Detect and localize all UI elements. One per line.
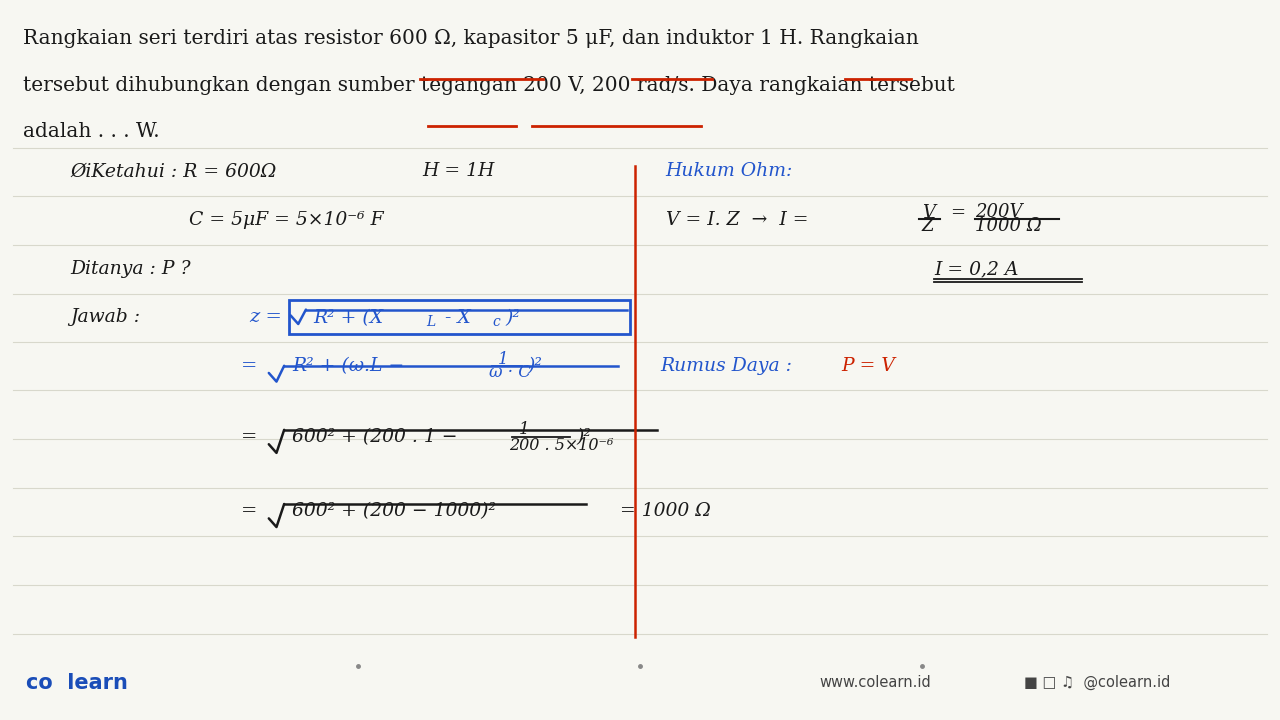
Text: P = V: P = V	[841, 356, 895, 374]
Text: =: =	[241, 428, 257, 446]
Text: =: =	[241, 356, 257, 374]
Text: www.colearn.id: www.colearn.id	[819, 675, 931, 690]
Text: )²: )²	[527, 356, 543, 374]
Text: tersebut dihubungkan dengan sumber tegangan 200 V, 200 rad/s. Daya rangkaian ter: tersebut dihubungkan dengan sumber tegan…	[23, 76, 955, 94]
Text: V = I. Z  →  I =: V = I. Z → I =	[666, 212, 808, 229]
Text: R² + (ω.L −: R² + (ω.L −	[292, 356, 404, 374]
Text: =: =	[950, 204, 965, 222]
Text: - X: - X	[439, 309, 471, 327]
Text: R² + (X: R² + (X	[314, 309, 384, 327]
Text: =: =	[241, 503, 257, 520]
Text: ØiKetahui : R = 600Ω: ØiKetahui : R = 600Ω	[70, 163, 276, 180]
Text: )²: )²	[576, 428, 591, 446]
Text: z =: z =	[250, 307, 283, 325]
Text: adalah . . . W.: adalah . . . W.	[23, 122, 160, 141]
Text: = 1000 Ω: = 1000 Ω	[614, 503, 712, 520]
Text: I = 0,2 A: I = 0,2 A	[934, 260, 1019, 278]
Text: L: L	[426, 315, 435, 329]
Text: 600² + (200 − 1000)²: 600² + (200 − 1000)²	[292, 503, 495, 520]
Text: c: c	[493, 315, 500, 329]
Text: Ditanya : P ?: Ditanya : P ?	[70, 260, 191, 278]
Text: Rumus Daya :: Rumus Daya :	[660, 356, 799, 374]
Text: Hukum Ohm:: Hukum Ohm:	[666, 163, 794, 180]
Text: C = 5μF = 5×10⁻⁶ F: C = 5μF = 5×10⁻⁶ F	[189, 212, 384, 229]
Text: V: V	[922, 204, 934, 222]
Text: 600² + (200 . 1 −: 600² + (200 . 1 −	[292, 428, 457, 446]
Text: H = 1H: H = 1H	[422, 163, 495, 180]
Text: 200V: 200V	[975, 203, 1023, 220]
Text: 1000 Ω: 1000 Ω	[975, 217, 1042, 235]
Text: ■ □ ♫  @colearn.id: ■ □ ♫ @colearn.id	[1024, 675, 1170, 690]
Text: ω · C: ω · C	[489, 364, 531, 382]
Text: co  learn: co learn	[26, 672, 128, 693]
Text: 1: 1	[518, 421, 529, 438]
Text: Jawab :: Jawab :	[70, 307, 141, 325]
Text: Rangkaian seri terdiri atas resistor 600 Ω, kapasitor 5 μF, dan induktor 1 H. Ra: Rangkaian seri terdiri atas resistor 600…	[23, 29, 919, 48]
Text: 1: 1	[498, 351, 508, 369]
Text: )²: )²	[506, 309, 521, 327]
Text: 200 . 5×10⁻⁶: 200 . 5×10⁻⁶	[509, 437, 614, 454]
Text: Z: Z	[922, 217, 934, 235]
